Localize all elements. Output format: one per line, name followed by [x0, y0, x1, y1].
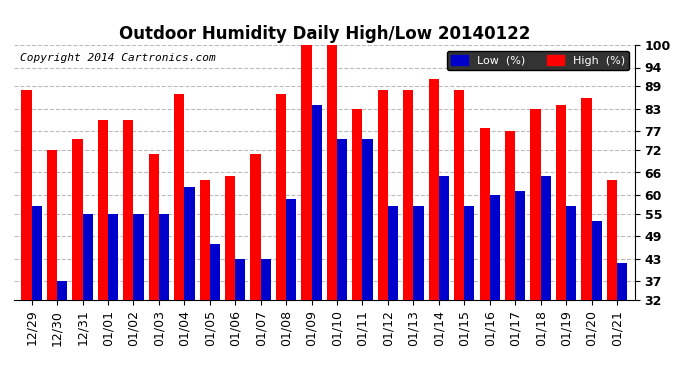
Bar — [174, 94, 184, 375]
Bar — [531, 109, 541, 375]
Bar — [72, 139, 83, 375]
Title: Outdoor Humidity Daily High/Low 20140122: Outdoor Humidity Daily High/Low 20140122 — [119, 26, 530, 44]
Bar — [276, 94, 286, 375]
Text: Copyright 2014 Cartronics.com: Copyright 2014 Cartronics.com — [20, 53, 216, 63]
Bar — [591, 221, 602, 375]
Bar — [21, 90, 32, 375]
Bar — [454, 90, 464, 375]
Bar — [515, 191, 525, 375]
Bar — [617, 262, 627, 375]
Bar — [413, 206, 424, 375]
Bar — [225, 176, 235, 375]
Bar — [98, 120, 108, 375]
Bar — [362, 139, 373, 375]
Bar — [148, 154, 159, 375]
Bar — [327, 45, 337, 375]
Bar — [505, 131, 515, 375]
Bar — [377, 90, 388, 375]
Bar — [184, 188, 195, 375]
Bar — [607, 180, 617, 375]
Bar — [439, 176, 449, 375]
Bar — [32, 206, 42, 375]
Bar — [302, 45, 312, 375]
Bar — [556, 105, 566, 375]
Bar — [235, 259, 246, 375]
Bar — [490, 195, 500, 375]
Bar — [261, 259, 271, 375]
Bar — [159, 214, 169, 375]
Bar — [47, 150, 57, 375]
Bar — [124, 120, 133, 375]
Bar — [210, 244, 220, 375]
Bar — [464, 206, 475, 375]
Bar — [108, 214, 118, 375]
Bar — [83, 214, 92, 375]
Bar — [250, 154, 261, 375]
Bar — [353, 109, 362, 375]
Bar — [480, 128, 490, 375]
Bar — [582, 98, 591, 375]
Bar — [57, 281, 67, 375]
Bar — [566, 206, 576, 375]
Bar — [312, 105, 322, 375]
Bar — [428, 79, 439, 375]
Bar — [337, 139, 347, 375]
Bar — [388, 206, 398, 375]
Bar — [403, 90, 413, 375]
Bar — [199, 180, 210, 375]
Legend: Low  (%), High  (%): Low (%), High (%) — [446, 51, 629, 70]
Bar — [286, 199, 296, 375]
Bar — [133, 214, 144, 375]
Bar — [541, 176, 551, 375]
